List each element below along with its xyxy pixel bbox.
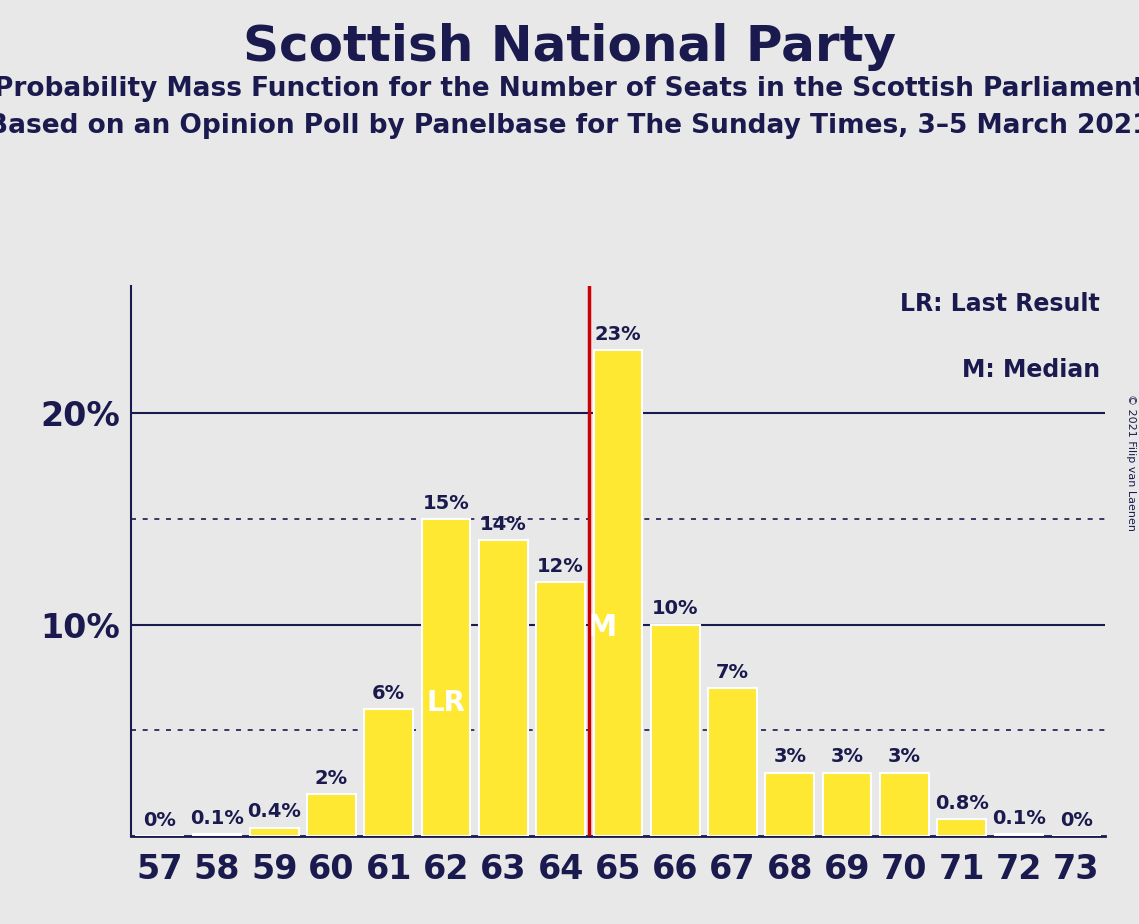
Bar — [650, 625, 699, 836]
Text: M: M — [587, 613, 617, 641]
Text: 0%: 0% — [144, 811, 177, 830]
Bar — [421, 519, 470, 836]
Bar — [822, 772, 871, 836]
Bar — [480, 541, 527, 836]
Text: 0.4%: 0.4% — [247, 802, 301, 821]
Bar — [364, 710, 413, 836]
Text: LR: LR — [426, 689, 466, 717]
Bar — [765, 772, 814, 836]
Text: 14%: 14% — [480, 515, 526, 534]
Bar — [994, 834, 1043, 836]
Text: 3%: 3% — [887, 748, 920, 766]
Bar — [937, 820, 986, 836]
Text: 0.8%: 0.8% — [935, 794, 989, 813]
Text: 7%: 7% — [716, 663, 749, 682]
Text: M: Median: M: Median — [961, 358, 1100, 382]
Text: 15%: 15% — [423, 493, 469, 513]
Text: 0.1%: 0.1% — [992, 808, 1046, 828]
Bar — [880, 772, 928, 836]
Text: 3%: 3% — [830, 748, 863, 766]
Bar — [249, 828, 298, 836]
Text: Scottish National Party: Scottish National Party — [243, 23, 896, 71]
Bar — [708, 688, 756, 836]
Text: 2%: 2% — [314, 769, 349, 787]
Text: © 2021 Filip van Laenen: © 2021 Filip van Laenen — [1126, 394, 1136, 530]
Text: Based on an Opinion Poll by Panelbase for The Sunday Times, 3–5 March 2021: Based on an Opinion Poll by Panelbase fo… — [0, 113, 1139, 139]
Text: LR: Last Result: LR: Last Result — [900, 292, 1100, 316]
Text: 3%: 3% — [773, 748, 806, 766]
Text: 10%: 10% — [652, 600, 698, 618]
Bar — [593, 350, 642, 836]
Text: 0%: 0% — [1059, 811, 1092, 830]
Text: 6%: 6% — [372, 684, 405, 703]
Bar — [192, 834, 241, 836]
Text: 23%: 23% — [595, 324, 641, 344]
Text: Probability Mass Function for the Number of Seats in the Scottish Parliament: Probability Mass Function for the Number… — [0, 76, 1139, 102]
Bar — [536, 582, 585, 836]
Text: 12%: 12% — [538, 557, 584, 577]
Text: 0.1%: 0.1% — [190, 808, 244, 828]
Bar — [308, 794, 355, 836]
